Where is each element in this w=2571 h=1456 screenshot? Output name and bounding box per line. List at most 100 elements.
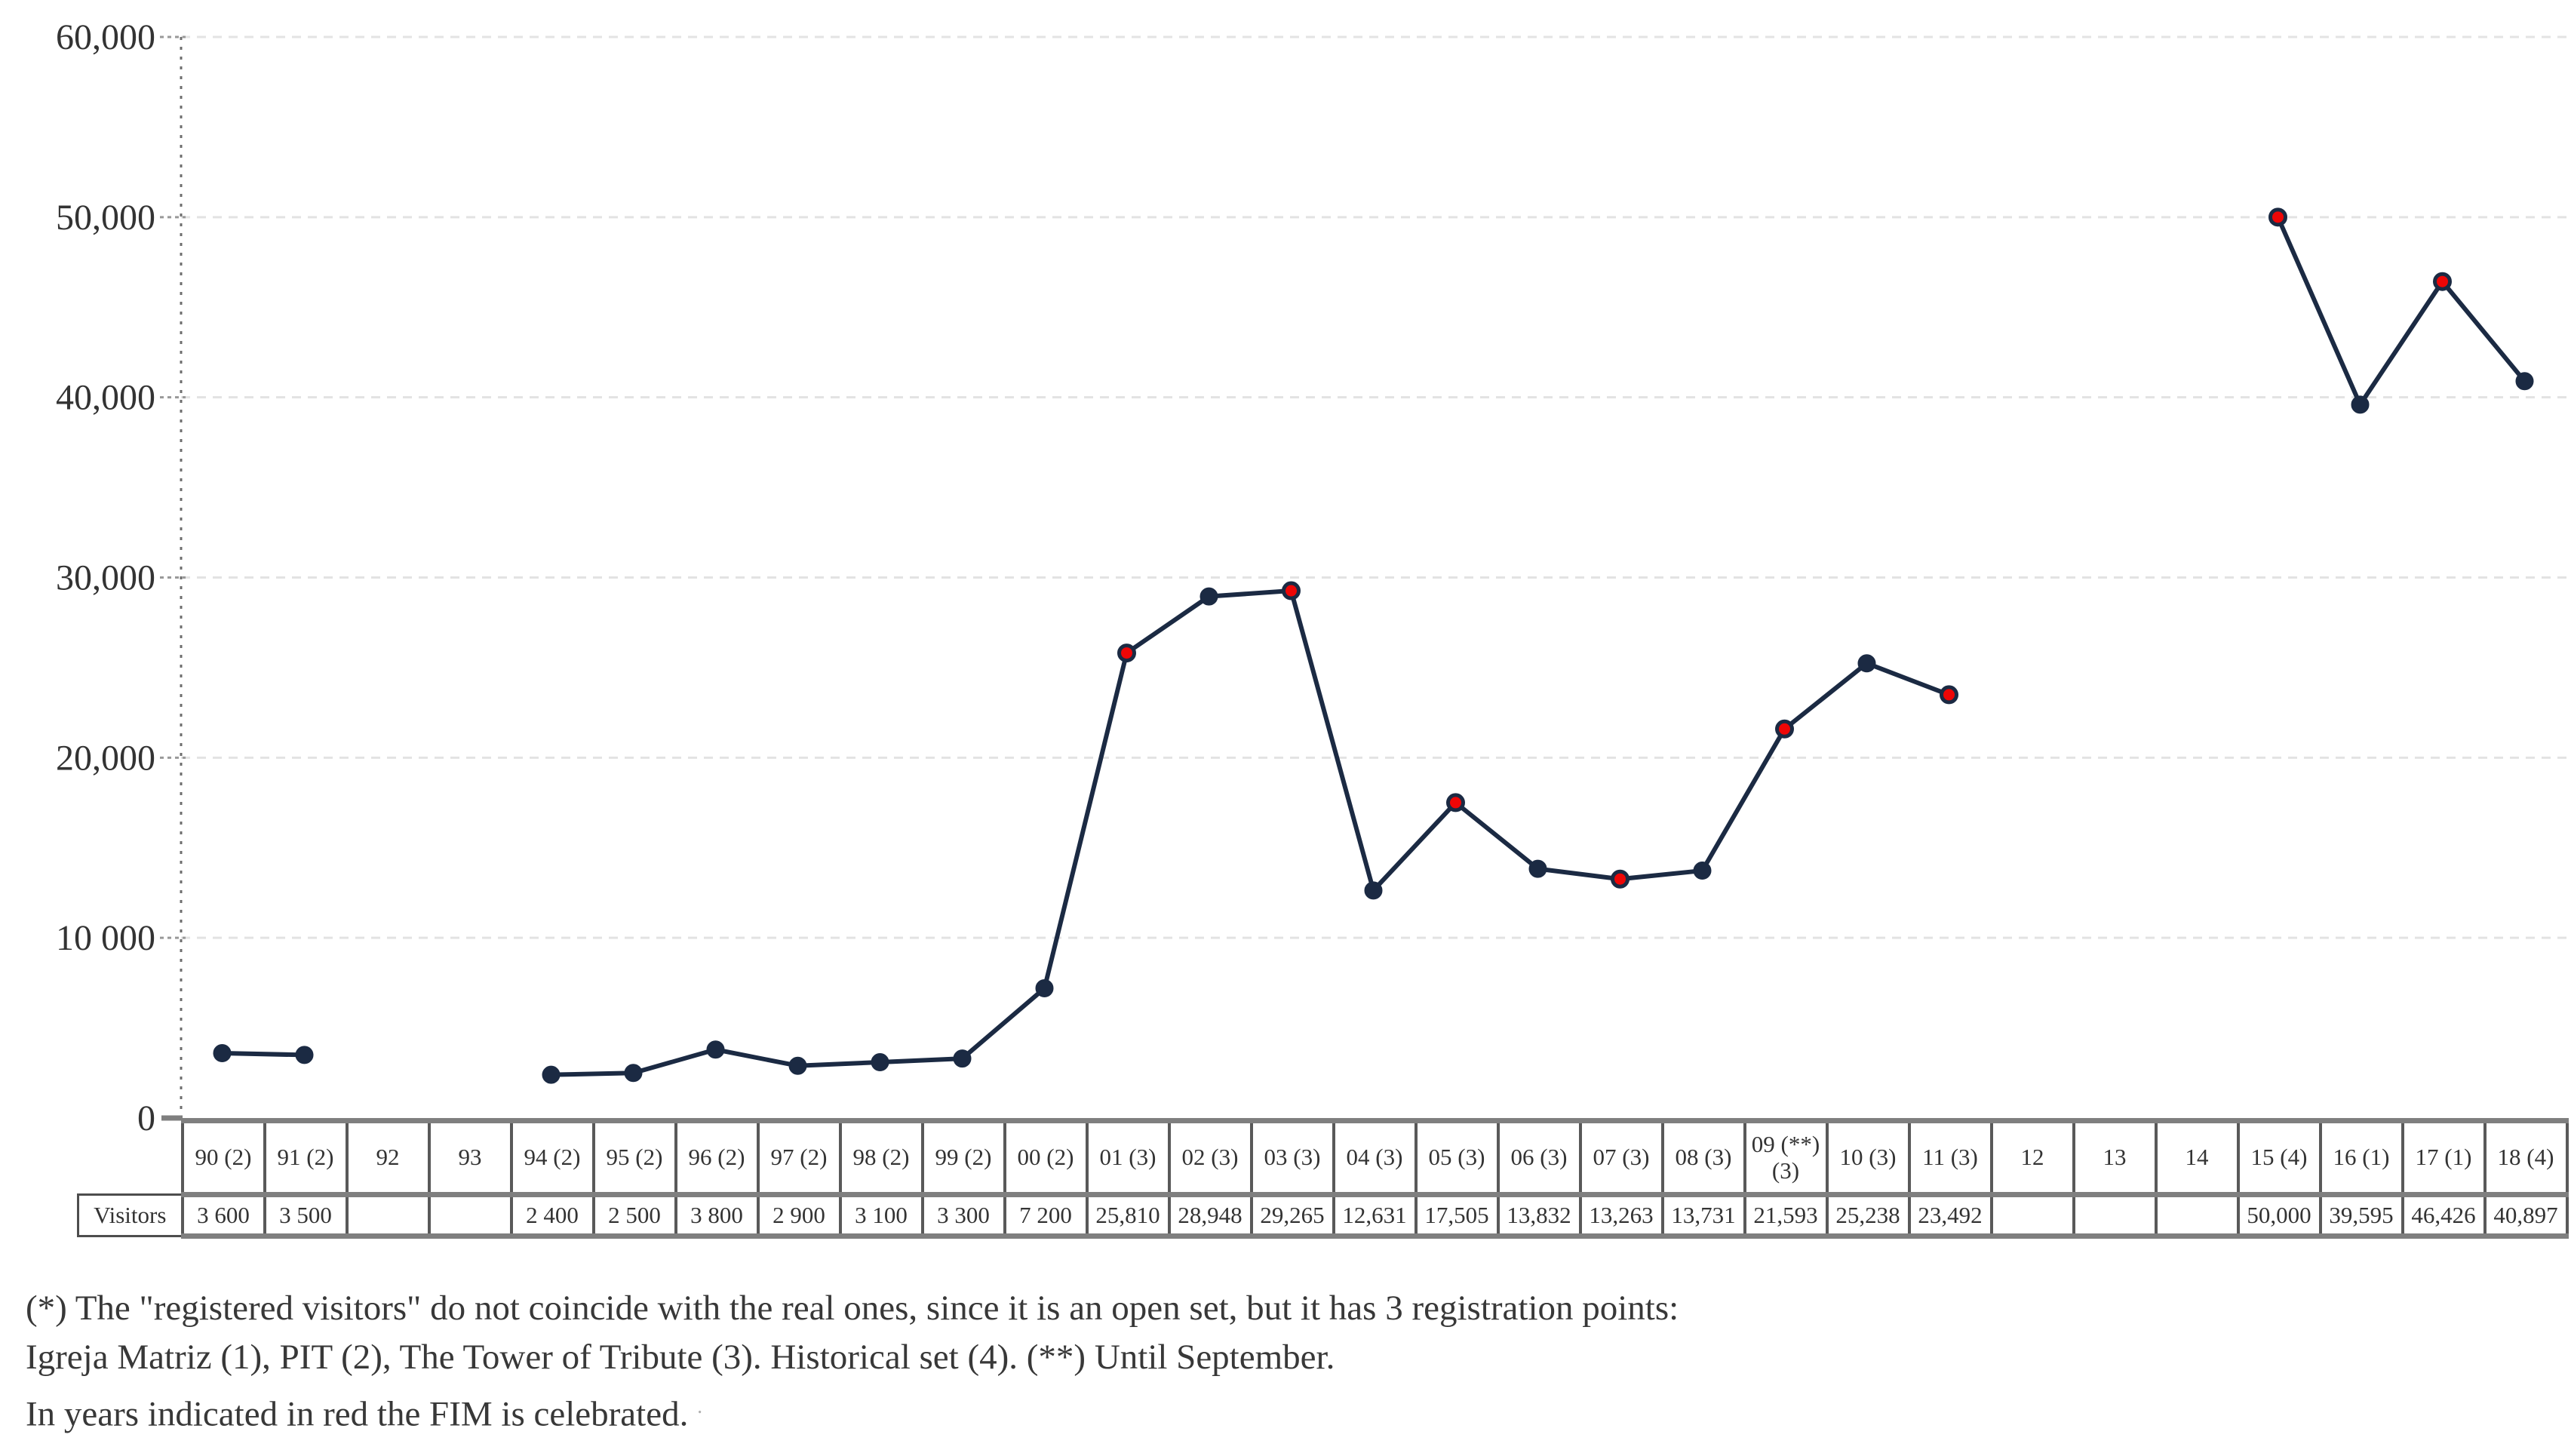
visitor-value-cell: 39,595 — [2318, 1192, 2404, 1239]
series-line-segment — [2275, 214, 2527, 407]
year-header-cell: 16 (1) — [2318, 1118, 2404, 1197]
footnote-line-1: (*) The "registered visitors" do not coi… — [26, 1289, 1679, 1328]
visitor-value-cell: 25,810 — [1085, 1192, 1171, 1239]
visitor-value-cell: 2 900 — [756, 1192, 842, 1239]
year-header-cell: 92 — [345, 1118, 431, 1197]
data-point-marker — [871, 1052, 889, 1071]
data-point-marker — [953, 1049, 972, 1068]
y-axis-tick-label: 60,000 — [56, 17, 155, 57]
visitor-value-cell: 13,263 — [1578, 1192, 1664, 1239]
year-header-cell: 98 (2) — [838, 1118, 924, 1197]
data-point-marker-fim — [1446, 793, 1465, 812]
visitors-table: 90 (2) 91 (2) 92 93 94 (2) 95 (2) 96 (2) 97 (2)… — [77, 1118, 2569, 1239]
data-point-marker-fim — [2268, 207, 2287, 227]
year-header-cell: 93 — [427, 1118, 513, 1197]
data-point-marker — [788, 1056, 807, 1075]
visitor-value-cell: 7 200 — [1003, 1192, 1089, 1239]
y-axis-tick-label: 50,000 — [56, 198, 155, 238]
visitor-value-cell: 3 800 — [674, 1192, 760, 1239]
visitor-value-cell — [2154, 1192, 2240, 1239]
visitor-value-cell — [427, 1192, 513, 1239]
series-line-segment — [220, 1051, 307, 1058]
footnote-line-2: Igreja Matriz (1), PIT (2), The Tower of… — [26, 1338, 1335, 1377]
data-point-marker-fim — [1117, 644, 1136, 663]
header-label-spacer — [78, 1121, 183, 1195]
y-axis-labels: 0 10 000 20,000 30,000 40,000 50,000 60,000 — [56, 17, 155, 1138]
footnote: (*) The "registered visitors" do not coi… — [26, 1284, 1679, 1439]
visitor-value-cell: 40,897 — [2483, 1192, 2569, 1239]
visitor-value-cell — [345, 1192, 431, 1239]
data-point-marker — [2515, 372, 2534, 391]
year-header-cell: 04 (3) — [1332, 1118, 1418, 1197]
year-header-cell: 97 (2) — [756, 1118, 842, 1197]
year-header-cell: 00 (2) — [1003, 1118, 1089, 1197]
gridlines — [181, 35, 2567, 939]
data-point-marker — [1199, 587, 1218, 606]
data-point-marker — [213, 1044, 232, 1063]
y-axis-tick-label: 0 — [137, 1098, 155, 1138]
year-header-row: 90 (2) 91 (2) 92 93 94 (2) 95 (2) 96 (2) 97 (2)… — [78, 1118, 2569, 1197]
data-point-marker — [1364, 881, 1383, 900]
y-axis-tick-label: 30,000 — [56, 558, 155, 598]
data-point-marker-fim — [1775, 719, 1794, 739]
year-header-cell: 14 — [2154, 1118, 2240, 1197]
data-point-marker-fim — [1611, 869, 1630, 889]
visitor-value-cell: 3 500 — [263, 1192, 349, 1239]
visitor-value-cell: 3 300 — [920, 1192, 1006, 1239]
data-points — [213, 207, 2534, 1084]
visitor-value-cell — [1989, 1192, 2075, 1239]
data-point-marker-fim — [1940, 685, 1958, 705]
y-axis-tick-label: 20,000 — [56, 738, 155, 778]
data-point-marker — [706, 1040, 725, 1059]
data-point-marker — [295, 1046, 314, 1064]
year-header-cell: 94 (2) — [509, 1118, 595, 1197]
visitor-value-cell: 46,426 — [2401, 1192, 2487, 1239]
year-header-cell: 07 (3) — [1578, 1118, 1664, 1197]
year-header-cell: 95 (2) — [591, 1118, 677, 1197]
data-point-marker — [542, 1065, 561, 1084]
year-header-cell: 96 (2) — [674, 1118, 760, 1197]
visitor-value-cell: 17,505 — [1414, 1192, 1500, 1239]
year-header-cell: 05 (3) — [1414, 1118, 1500, 1197]
series-visitors — [220, 214, 2527, 1077]
year-header-cell: 12 — [1989, 1118, 2075, 1197]
year-header-cell: 02 (3) — [1167, 1118, 1253, 1197]
visitors-row-label: Visitors — [77, 1193, 183, 1237]
year-header-cell: 03 (3) — [1249, 1118, 1335, 1197]
y-axis-tick-label: 40,000 — [56, 378, 155, 418]
year-header-cell: 18 (4) — [2483, 1118, 2569, 1197]
visitor-value-cell: 2 400 — [509, 1192, 595, 1239]
data-point-marker — [1857, 654, 1876, 673]
year-header-cell: 10 (3) — [1825, 1118, 1911, 1197]
visitors-row: Visitors 3 600 3 500 2 400 2 500 3 800 2 900 3 … — [77, 1192, 2569, 1239]
y-axis-tick-label: 10 000 — [56, 918, 155, 958]
data-point-marker — [624, 1064, 643, 1083]
data-point-marker — [2351, 395, 2370, 414]
visitor-value-cell: 25,238 — [1825, 1192, 1911, 1239]
visitor-value-cell: 3 100 — [838, 1192, 924, 1239]
visitor-value-cell: 2 500 — [591, 1192, 677, 1239]
visitor-value-cell — [2072, 1192, 2158, 1239]
visitor-value-cell: 21,593 — [1743, 1192, 1829, 1239]
year-header-cell: 06 (3) — [1496, 1118, 1582, 1197]
year-header-cell: 90 (2) — [180, 1118, 266, 1197]
year-header-cell: 17 (1) — [2401, 1118, 2487, 1197]
visitor-value-cell: 28,948 — [1167, 1192, 1253, 1239]
visitor-value-cell: 23,492 — [1907, 1192, 1993, 1239]
stray-period-mark: . — [697, 1395, 703, 1418]
year-header-cell: 08 (3) — [1660, 1118, 1746, 1197]
y-axis — [160, 35, 186, 1121]
year-header-cell: 99 (2) — [920, 1118, 1006, 1197]
data-point-marker-fim — [1282, 581, 1301, 601]
visitor-value-cell: 50,000 — [2236, 1192, 2322, 1239]
data-point-marker — [1693, 862, 1712, 880]
visitor-value-cell: 3 600 — [180, 1192, 266, 1239]
visitor-value-cell: 13,832 — [1496, 1192, 1582, 1239]
footnote-line-3-text: In years indicated in red the FIM is cel… — [26, 1394, 689, 1434]
year-header-cell: 11 (3) — [1907, 1118, 1993, 1197]
data-point-marker — [1035, 979, 1054, 998]
year-header-cell: 01 (3) — [1085, 1118, 1171, 1197]
year-header-cell: 09 (**)(3) — [1743, 1118, 1829, 1197]
